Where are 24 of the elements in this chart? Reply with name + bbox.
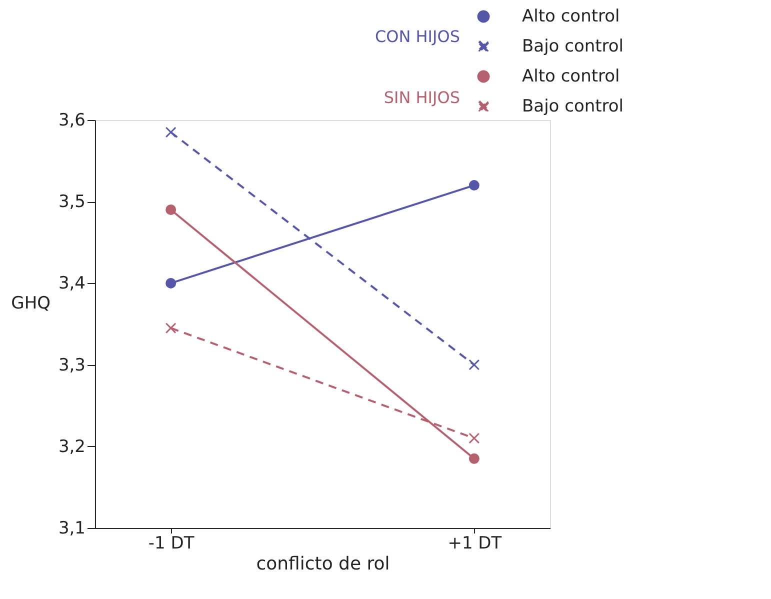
y-tick-label: 3,4 [58, 274, 86, 294]
y-tick-label: 3,1 [58, 518, 86, 538]
x-axis-title: conflicto de rol [256, 554, 390, 574]
text: SIN HIJOS [384, 88, 460, 107]
point [166, 204, 176, 215]
y-tick-label: 3,6 [58, 110, 86, 130]
point [166, 278, 176, 288]
y-axis-title: GHQ [11, 293, 50, 314]
point [166, 126, 176, 138]
point [468, 360, 480, 370]
point [468, 432, 480, 444]
legend-label: Bajo control [522, 96, 624, 116]
legend-label: Alto control [522, 6, 620, 26]
point [468, 453, 480, 464]
legend-label: Bajo control [522, 36, 624, 56]
y-tick-label: 3,2 [58, 436, 86, 457]
text: CON HIJOS [374, 27, 460, 46]
y-tick-label: 3,5 [58, 192, 86, 212]
point [468, 180, 480, 191]
legend-label: Alto control [522, 66, 620, 86]
x-tick-label: +1 DT [448, 534, 502, 554]
x-tick-label: -1 DT [148, 534, 195, 554]
point [166, 322, 176, 334]
y-tick-label: 3,3 [58, 355, 86, 376]
